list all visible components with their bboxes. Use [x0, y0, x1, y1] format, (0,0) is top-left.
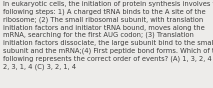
- Text: In eukaryotic cells, the initiation of protein synthesis involves the
following : In eukaryotic cells, the initiation of p…: [3, 1, 213, 70]
